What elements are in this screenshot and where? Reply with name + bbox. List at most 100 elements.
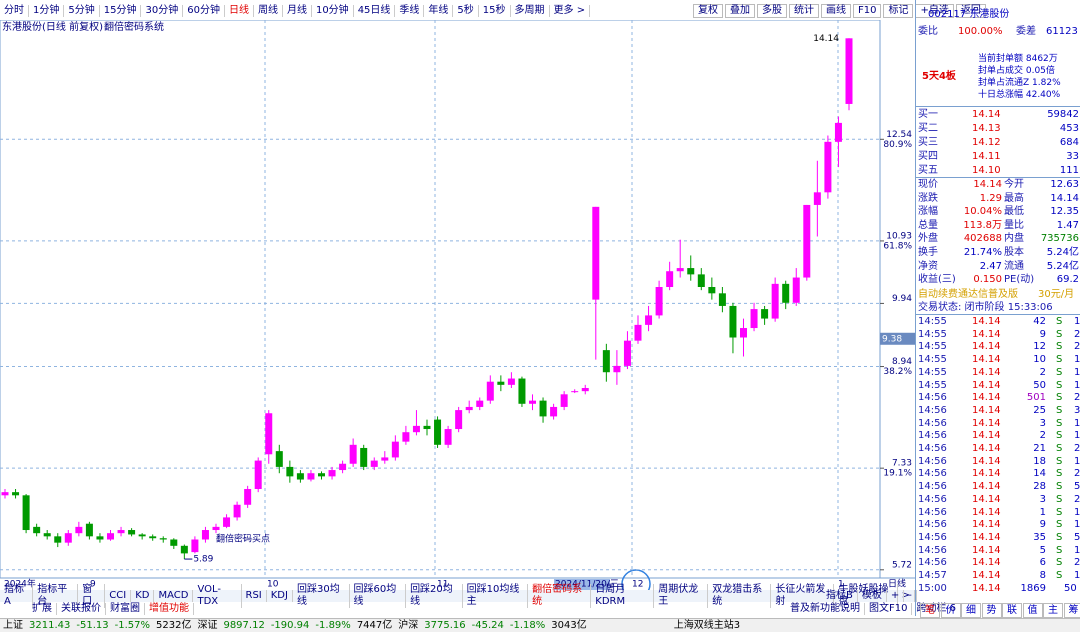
indicator-tab[interactable]: 双龙猎击系统 (708, 584, 772, 608)
quote-text[interactable]: 笔 (920, 603, 940, 618)
candle-body (782, 283, 790, 303)
indicator-tab[interactable]: 日周月KDRM (591, 584, 655, 608)
period-button[interactable]: 周线 (254, 5, 283, 17)
extra-right-tab[interactable]: 跨动栏 6 (912, 603, 962, 615)
tool-button[interactable]: 复权 (693, 4, 723, 18)
indicator-tab[interactable]: 周期伏龙王 (654, 584, 709, 608)
indicator-right-tab[interactable]: 模板 (858, 590, 887, 602)
x-tick-label: 9 (90, 580, 96, 590)
quote-text[interactable]: 势 (981, 603, 1002, 618)
period-button[interactable]: 1分钟 (29, 5, 65, 17)
quote-text: 1 (1074, 506, 1080, 518)
indicator-tab[interactable]: 长征火箭发射 (771, 584, 835, 608)
period-button[interactable]: 15秒 (479, 5, 511, 17)
candle-body (423, 425, 431, 430)
quote-text: 买一 (918, 109, 938, 120)
period-button[interactable]: 60分钟 (183, 5, 225, 17)
period-button[interactable]: 多周期 (511, 5, 550, 17)
indicator-tab[interactable]: KDJ (267, 590, 293, 602)
quote-text: 59842 (1047, 109, 1079, 120)
indicator-right-tab[interactable]: - (904, 590, 917, 602)
index-quote: -1.18% (509, 619, 546, 631)
tool-button[interactable]: F10 (853, 4, 882, 18)
period-button[interactable]: 季线 (395, 5, 425, 17)
indicator-tab[interactable]: 回踩20均线 (406, 584, 463, 608)
tool-button[interactable]: 画线 (821, 4, 851, 18)
indicator-tab[interactable]: 回踩30均线 (293, 584, 350, 608)
quote-text: 5 (1039, 544, 1046, 556)
period-button[interactable]: 月线 (283, 5, 312, 17)
period-button[interactable]: 分时 (0, 5, 29, 17)
period-button[interactable]: 10分钟 (312, 5, 354, 17)
tool-bar: 复权 叠加 多股 统计 画线 F10 标记 +自选 返回 (693, 4, 988, 18)
candle-body (286, 466, 294, 477)
extra-tab[interactable]: 增值功能 (145, 603, 194, 615)
indicator-tab[interactable]: MACD (154, 590, 194, 602)
candle-body (138, 534, 146, 537)
index-quote: -51.13 (76, 619, 109, 631)
extra-tab[interactable]: 财富圈 (106, 603, 145, 615)
extra-tab[interactable]: 扩展 (28, 603, 57, 615)
indicator-tab[interactable]: RSI (242, 590, 267, 602)
quote-text: 5天4板 (922, 71, 956, 82)
extra-right-tab[interactable]: 普及新功能说明 (786, 603, 865, 615)
candle-body (560, 394, 568, 407)
period-button[interactable]: 年线 (424, 5, 454, 17)
tool-button[interactable]: 统计 (789, 4, 819, 18)
quote-text: 封单占流通Z 1.82% (978, 78, 1061, 88)
indicator-tab[interactable]: 翻倍密码系统 (528, 584, 592, 608)
quote-text: 14:55 (918, 328, 947, 340)
y-tick-label: 5.72 (892, 560, 912, 570)
quote-text: 14.14 (972, 366, 1001, 378)
candle-body (497, 381, 505, 385)
tool-button[interactable]: 标记 (883, 4, 914, 18)
indicator-tab[interactable]: 牛股妖股操盘 (834, 584, 898, 608)
period-button[interactable]: 更多 > (550, 5, 591, 17)
indicator-tab[interactable]: 指标平台 (33, 584, 79, 608)
indicator-tab[interactable]: CCI (105, 590, 132, 602)
period-button[interactable]: 15分钟 (100, 5, 142, 17)
quote-text[interactable]: 值 (1022, 603, 1043, 618)
indicator-right-tab[interactable]: 指标B (822, 590, 858, 602)
tool-button[interactable]: 返回 (955, 4, 986, 18)
high-label: 14.14 (813, 34, 839, 44)
extra-tab[interactable]: 关联报价 (57, 603, 106, 615)
period-button[interactable]: 5分钟 (64, 5, 100, 17)
indicator-tab[interactable]: VOL-TDX (193, 584, 242, 608)
indicator-tab[interactable]: > (898, 590, 915, 602)
indicator-tab[interactable]: 回踩60均线 (350, 584, 407, 608)
indicator-tab[interactable]: 窗口 (78, 584, 106, 608)
indicator-tab[interactable]: 指标A (0, 584, 34, 608)
indicator-tab[interactable]: KD (131, 590, 155, 602)
indicator-right-tab[interactable]: + (887, 590, 905, 602)
quote-text: 21 (1033, 443, 1046, 454)
quote-text[interactable]: 筹 (1063, 603, 1080, 618)
candle-body (602, 350, 610, 373)
quote-text: 买三 (918, 137, 938, 148)
quote-text[interactable]: 细 (961, 603, 981, 618)
extra-right-tab[interactable]: 图文F10 (865, 603, 913, 615)
quote-text: 28 (1033, 481, 1046, 493)
candle-body (159, 538, 167, 540)
candle-body (1, 492, 9, 496)
quote-text[interactable]: 价 (940, 603, 961, 618)
period-button[interactable]: 30分钟 (141, 5, 184, 17)
indicator-tab[interactable]: 回踩10均线主 (463, 584, 529, 608)
cursor-price-box (880, 332, 915, 345)
index-quote: -1.57% (114, 619, 150, 631)
candle-body (117, 530, 125, 534)
quote-text[interactable]: 主 (1043, 603, 1063, 618)
tool-button[interactable]: 多股 (757, 4, 787, 18)
index-quote: -1.89% (315, 619, 351, 631)
period-button[interactable]: 45日线 (354, 5, 396, 17)
candle-body (12, 492, 20, 496)
period-button[interactable]: 5秒 (453, 5, 479, 17)
candle-body (476, 400, 484, 407)
tool-button[interactable]: 叠加 (725, 4, 755, 18)
quote-text[interactable]: 联 (1002, 603, 1022, 618)
quote-text: S (1056, 404, 1063, 416)
quote-text: S (1056, 443, 1063, 454)
period-button[interactable]: 日线 (225, 5, 254, 17)
candle-body (507, 378, 515, 385)
